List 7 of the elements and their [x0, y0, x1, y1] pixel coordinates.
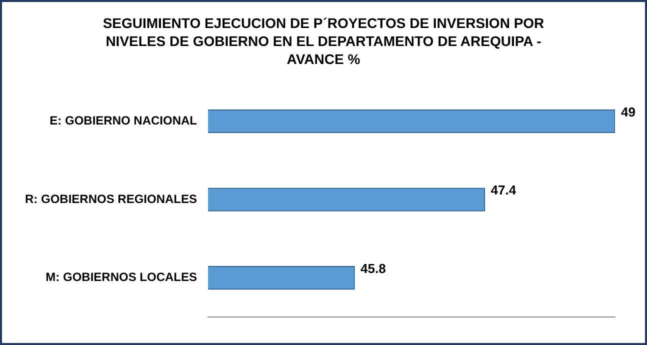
data-label: 47.4: [490, 182, 517, 198]
chart-title: SEGUIMIENTO EJECUCION DE P´ROYECTOS DE INVERSION POR NIVELES DE GOBIERNO EN EL DEPARTAMENTO DE AREQUIPA - AVANCE %: [102, 14, 546, 68]
data-label: 45.8: [360, 260, 386, 276]
data-label: 49: [621, 104, 636, 120]
y-tick-label: R: GOBIERNOS REGIONALES: [25, 192, 198, 206]
y-tick-label: E: GOBIERNO NACIONAL: [50, 114, 198, 128]
y-tick-label: M: GOBIERNOS LOCALES: [46, 270, 198, 284]
